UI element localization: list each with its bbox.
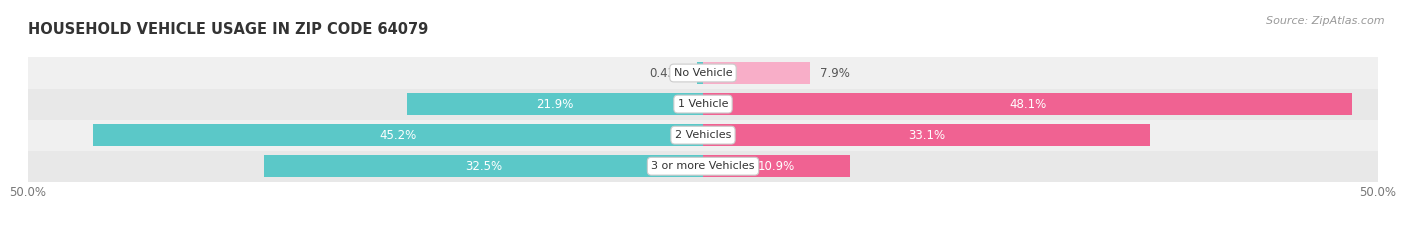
Text: 32.5%: 32.5%: [465, 160, 502, 173]
Text: No Vehicle: No Vehicle: [673, 68, 733, 78]
Text: 45.2%: 45.2%: [380, 129, 416, 142]
Bar: [28, 151, 1378, 182]
Text: 21.9%: 21.9%: [537, 98, 574, 111]
Text: 3 or more Vehicles: 3 or more Vehicles: [651, 161, 755, 171]
Bar: [703, 155, 851, 177]
Text: 1 Vehicle: 1 Vehicle: [678, 99, 728, 109]
Text: 0.43%: 0.43%: [650, 66, 686, 79]
Bar: [28, 120, 1378, 151]
Text: HOUSEHOLD VEHICLE USAGE IN ZIP CODE 64079: HOUSEHOLD VEHICLE USAGE IN ZIP CODE 6407…: [28, 22, 429, 37]
Text: 2 Vehicles: 2 Vehicles: [675, 130, 731, 140]
Bar: [703, 124, 1150, 146]
Bar: [703, 93, 1353, 115]
Text: Source: ZipAtlas.com: Source: ZipAtlas.com: [1267, 16, 1385, 26]
Text: 10.9%: 10.9%: [758, 160, 796, 173]
Bar: [408, 93, 703, 115]
Text: 33.1%: 33.1%: [908, 129, 945, 142]
Bar: [703, 62, 810, 84]
Bar: [93, 124, 703, 146]
Bar: [28, 58, 1378, 89]
Text: 48.1%: 48.1%: [1010, 98, 1046, 111]
Bar: [28, 89, 1378, 120]
Bar: [697, 62, 703, 84]
Bar: [264, 155, 703, 177]
Text: 7.9%: 7.9%: [821, 66, 851, 79]
